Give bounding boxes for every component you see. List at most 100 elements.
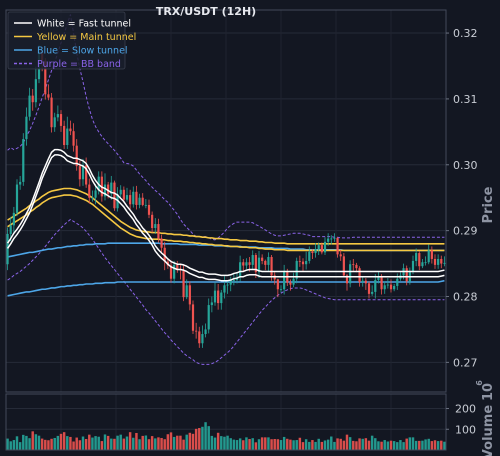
fast-tunnel bbox=[6, 148, 445, 282]
candle-body bbox=[125, 195, 129, 200]
candle-body bbox=[411, 260, 415, 272]
volume-bar bbox=[292, 440, 295, 450]
volume-bar bbox=[47, 440, 50, 450]
candle-body bbox=[69, 128, 72, 132]
candle-body bbox=[63, 125, 66, 146]
candle-body bbox=[223, 285, 226, 293]
candle-body bbox=[34, 79, 37, 103]
candle-body bbox=[185, 285, 188, 298]
volume-bar bbox=[411, 437, 415, 450]
candle-body bbox=[66, 128, 69, 146]
volume-bar bbox=[53, 437, 56, 450]
slow-tunnel-lower bbox=[7, 279, 445, 297]
candle-body bbox=[261, 257, 264, 261]
volume-bar bbox=[364, 438, 368, 450]
candle-body bbox=[160, 238, 163, 248]
candle-body bbox=[15, 184, 19, 213]
volume-bar bbox=[119, 434, 122, 450]
candle-body bbox=[308, 251, 311, 261]
volume-bar bbox=[330, 436, 333, 450]
volume-bar bbox=[216, 432, 220, 450]
volume-panel-frame bbox=[5, 393, 447, 451]
volume-bar bbox=[12, 440, 16, 450]
volume-bar bbox=[147, 439, 151, 450]
volume-bar bbox=[191, 433, 195, 450]
volume-bar bbox=[389, 440, 393, 450]
candle-body bbox=[207, 305, 210, 330]
volume-bar bbox=[106, 435, 110, 450]
volume-bar bbox=[355, 441, 358, 450]
volume-bar bbox=[311, 440, 314, 450]
volume-bar bbox=[238, 438, 242, 450]
volume-bar bbox=[144, 435, 148, 450]
candle-body bbox=[437, 258, 440, 265]
candle-body bbox=[317, 245, 320, 250]
candle-body bbox=[31, 95, 34, 103]
price-axis-ticks: 0.27 0.28 0.29 0.30 0.31 0.32 bbox=[446, 27, 478, 369]
volume-bar bbox=[286, 438, 289, 450]
volume-bar bbox=[157, 437, 160, 450]
candle-body bbox=[257, 257, 261, 273]
volume-bar bbox=[138, 439, 141, 450]
candle-body bbox=[323, 241, 327, 253]
candle-body bbox=[320, 245, 323, 253]
volume-bar bbox=[402, 442, 405, 450]
volume-bar bbox=[75, 437, 78, 450]
volume-bar bbox=[78, 440, 82, 450]
candle-body bbox=[151, 214, 154, 229]
candle-body bbox=[28, 95, 31, 117]
volume-bar bbox=[135, 432, 138, 450]
volume-bar bbox=[317, 438, 320, 450]
candle-body bbox=[22, 139, 25, 182]
candle-body bbox=[245, 262, 248, 266]
volume-bar bbox=[251, 438, 254, 450]
volume-bar bbox=[34, 434, 38, 450]
candle-body bbox=[371, 291, 374, 294]
candle-body bbox=[389, 284, 393, 290]
candle-body bbox=[254, 255, 257, 273]
candle-body bbox=[336, 237, 339, 255]
bb-band-lower bbox=[7, 218, 445, 365]
candle-body bbox=[220, 292, 223, 304]
volume-bar bbox=[383, 440, 386, 450]
candle-body bbox=[53, 117, 56, 128]
volume-bar bbox=[154, 438, 157, 450]
volume-bar bbox=[427, 438, 430, 450]
candle-body bbox=[311, 251, 314, 254]
volume-bar bbox=[31, 431, 34, 450]
candle-body bbox=[396, 278, 399, 286]
chart-title: TRX/USDT (12H) bbox=[156, 5, 256, 18]
volume-bar bbox=[405, 438, 408, 450]
volume-bar bbox=[40, 438, 44, 450]
candle-body bbox=[50, 97, 53, 128]
candle-body bbox=[195, 330, 198, 332]
volume-bar bbox=[91, 437, 94, 450]
volume-bar bbox=[289, 439, 292, 450]
candle-body bbox=[75, 145, 78, 167]
candle-body bbox=[374, 280, 377, 292]
candle-body bbox=[138, 197, 141, 205]
candle-body bbox=[94, 190, 97, 198]
legend-label: White = Fast tunnel bbox=[37, 19, 131, 30]
candle-body bbox=[85, 165, 88, 185]
candle-body bbox=[298, 260, 301, 262]
candle-body bbox=[107, 184, 110, 194]
volume-bar bbox=[179, 435, 182, 450]
volume-bar bbox=[210, 435, 214, 450]
volume-bar bbox=[18, 442, 22, 450]
candle-body bbox=[176, 264, 179, 269]
candle-body bbox=[386, 284, 389, 286]
volume-bar bbox=[226, 435, 229, 450]
volume-bar bbox=[264, 437, 267, 450]
candle-body bbox=[314, 249, 317, 254]
volume-bar bbox=[220, 436, 223, 450]
candle-body bbox=[163, 247, 166, 262]
volume-bar bbox=[430, 441, 434, 450]
candle-body bbox=[301, 261, 305, 265]
volume-bar bbox=[15, 436, 19, 450]
volume-bar bbox=[198, 428, 201, 450]
volume-bar bbox=[128, 432, 132, 450]
candle-body bbox=[264, 260, 267, 265]
volume-bar bbox=[408, 437, 412, 450]
volume-bar bbox=[72, 441, 75, 450]
